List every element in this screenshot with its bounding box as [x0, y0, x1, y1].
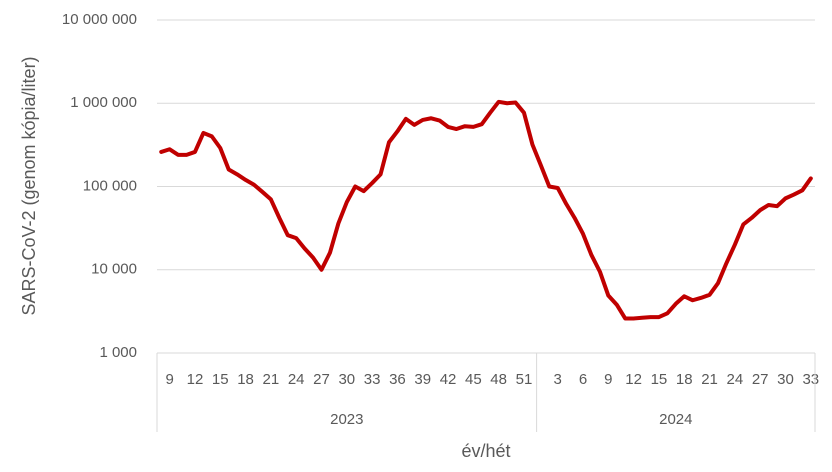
y-tick-label: 1 000 000	[70, 94, 137, 111]
x-tick-label: 27	[752, 371, 769, 388]
x-tick-label: 9	[604, 371, 612, 388]
x-tick-label: 21	[701, 371, 718, 388]
x-tick-label: 24	[288, 371, 305, 388]
x-tick-label: 9	[165, 371, 173, 388]
x-tick-label: 18	[676, 371, 693, 388]
x-tick-label: 42	[440, 371, 457, 388]
y-axis-title: SARS-CoV-2 (genom kópia/liter)	[19, 56, 39, 315]
x-group-label: 2024	[659, 411, 692, 428]
x-tick-label: 12	[625, 371, 642, 388]
x-tick-label: 45	[465, 371, 482, 388]
y-tick-label: 100 000	[83, 177, 137, 194]
y-tick-label: 10 000 000	[62, 11, 137, 28]
x-tick-label: 51	[516, 371, 533, 388]
x-tick-label: 33	[802, 371, 819, 388]
x-tick-label: 18	[237, 371, 254, 388]
x-axis-title: év/hét	[461, 441, 510, 461]
x-group-label: 2023	[330, 411, 363, 428]
x-tick-label: 15	[651, 371, 668, 388]
x-tick-label: 24	[727, 371, 744, 388]
x-tick-label: 6	[579, 371, 587, 388]
x-tick-label: 12	[187, 371, 204, 388]
x-tick-label: 27	[313, 371, 330, 388]
x-tick-label: 3	[554, 371, 562, 388]
x-tick-label: 15	[212, 371, 229, 388]
x-tick-label: 36	[389, 371, 406, 388]
y-tick-label: 10 000	[91, 261, 137, 278]
x-tick-label: 30	[777, 371, 794, 388]
y-tick-label: 1 000	[99, 344, 137, 361]
x-tick-label: 21	[263, 371, 280, 388]
x-tick-label: 33	[364, 371, 381, 388]
x-tick-label: 48	[490, 371, 507, 388]
x-tick-label: 39	[414, 371, 431, 388]
x-tick-label: 30	[338, 371, 355, 388]
data-line	[159, 99, 813, 321]
